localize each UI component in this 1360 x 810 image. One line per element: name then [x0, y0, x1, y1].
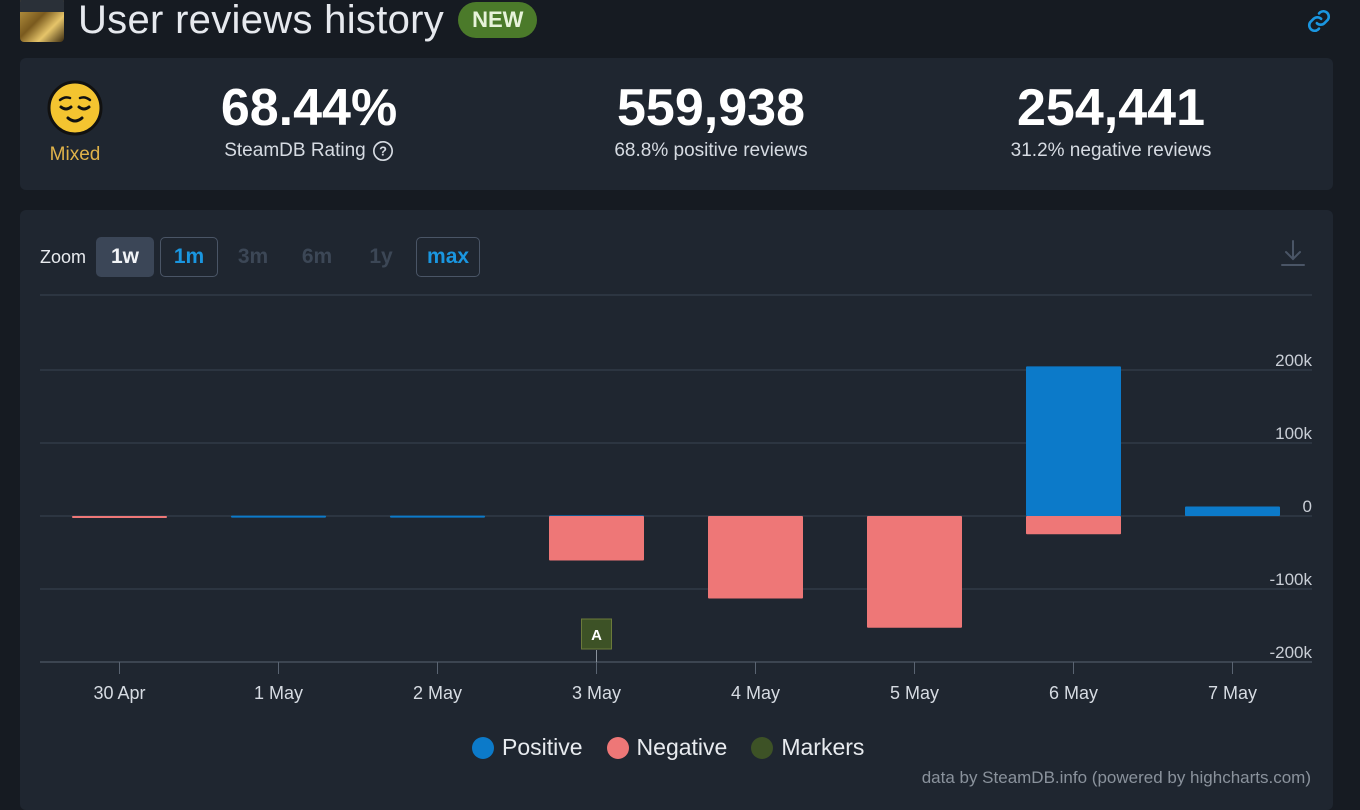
- positive-reviews-label: 68.8% positive reviews: [614, 140, 808, 161]
- steamdb-rating-value: 68.44%: [220, 79, 398, 137]
- x-tick-label: 30 Apr: [93, 683, 145, 703]
- steamdb-rating-stat: 68.44% SteamDB Rating ?: [170, 80, 448, 162]
- rating-label: Mixed: [49, 144, 101, 165]
- positive-bar: [1026, 366, 1121, 516]
- y-tick-label: -200k: [1269, 643, 1312, 662]
- svg-text:?: ?: [379, 144, 387, 159]
- page-header: User reviews history NEW: [20, 0, 1340, 48]
- legend-negative-label: Negative: [636, 734, 728, 760]
- chart-panel: Zoom 1w 1m 3m 6m 1y max 200k 100k 0 -100k -2…: [20, 210, 1333, 810]
- negative-reviews-value: 254,441: [1017, 79, 1205, 137]
- reviews-chart: 200k 100k 0 -100k -200k 30 Apr 1 May 2 May 3 May…: [40, 294, 1312, 703]
- negative-bar: [867, 516, 962, 628]
- positive-bar: [231, 515, 326, 518]
- marker-flag: [581, 618, 612, 650]
- zoom-1w-button[interactable]: 1w: [96, 237, 155, 277]
- positive-bar: [1185, 506, 1280, 516]
- y-tick-label: 100k: [1275, 424, 1312, 443]
- zoom-label: Zoom: [40, 246, 87, 267]
- legend-positive[interactable]: Positive: [472, 734, 583, 761]
- steamdb-rating-label: SteamDB Rating: [224, 140, 366, 161]
- relieved-face-icon: [47, 80, 103, 136]
- positive-bar: [390, 515, 485, 518]
- x-tick-label: 7 May: [1208, 683, 1257, 703]
- y-tick-label: 200k: [1275, 351, 1312, 370]
- zoom-1y-button[interactable]: 1y: [352, 237, 410, 277]
- chart-credits[interactable]: data by SteamDB.info (powered by highcha…: [921, 768, 1311, 787]
- legend-negative-dot: [606, 736, 629, 759]
- zoom-3m-button[interactable]: 3m: [224, 237, 282, 277]
- y-tick-label: 0: [1303, 497, 1312, 516]
- y-tick-label: -100k: [1269, 570, 1312, 589]
- negative-bar: [549, 516, 644, 561]
- game-thumbnail[interactable]: [20, 0, 64, 42]
- marker-label: A: [591, 627, 602, 644]
- x-tick-label: 6 May: [1049, 683, 1098, 703]
- download-icon[interactable]: [1279, 238, 1307, 268]
- x-tick-label: 1 May: [254, 683, 303, 703]
- zoom-1m-button[interactable]: 1m: [160, 237, 219, 277]
- legend-positive-label: Positive: [502, 734, 583, 760]
- legend-markers-label: Markers: [781, 734, 865, 760]
- page-title: User reviews history: [78, 0, 445, 42]
- negative-bar: [1026, 516, 1121, 535]
- zoom-6m-button[interactable]: 6m: [288, 237, 346, 277]
- negative-reviews-label: 31.2% negative reviews: [1010, 140, 1212, 161]
- x-tick-label: 5 May: [890, 683, 939, 703]
- positive-reviews-stat: 559,938 68.8% positive reviews: [580, 80, 842, 162]
- chart-legend: Positive Negative Markers: [472, 734, 864, 761]
- x-tick-label: 3 May: [572, 683, 621, 703]
- zoom-controls: Zoom 1w 1m 3m 6m 1y max: [40, 237, 481, 277]
- negative-bar: [72, 516, 167, 518]
- negative-reviews-stat: 254,441 31.2% negative reviews: [982, 80, 1240, 162]
- new-badge: NEW: [458, 2, 538, 38]
- legend-markers[interactable]: Markers: [751, 734, 864, 761]
- stats-panel: Mixed 68.44% SteamDB Rating ? 559,938 68…: [20, 58, 1333, 190]
- link-icon[interactable]: [1306, 8, 1332, 34]
- negative-bar: [708, 516, 803, 599]
- x-tick-label: 2 May: [413, 683, 462, 703]
- legend-positive-dot: [472, 736, 494, 759]
- help-icon[interactable]: ?: [372, 140, 394, 162]
- positive-reviews-value: 559,938: [617, 79, 805, 137]
- x-tick-label: 4 May: [731, 683, 780, 703]
- legend-markers-dot: [751, 736, 774, 759]
- zoom-max-button[interactable]: max: [416, 237, 481, 277]
- legend-negative[interactable]: Negative: [606, 734, 728, 761]
